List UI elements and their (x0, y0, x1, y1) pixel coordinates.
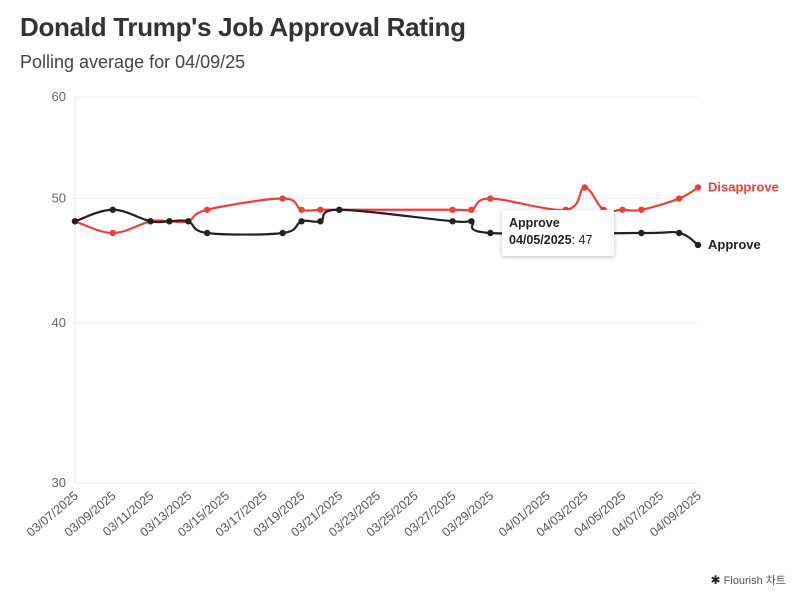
approve-point-03/20/2025[interactable] (317, 218, 324, 225)
y-axis: 60 50 40 30 (52, 89, 66, 490)
disapprove-point-03/19/2025[interactable] (298, 206, 305, 213)
y-tick-50: 50 (52, 191, 66, 206)
approve-point-03/07/2025[interactable] (71, 218, 79, 225)
disapprove-point-03/09/2025[interactable] (109, 229, 116, 237)
hover-tooltip: Approve 04/05/2025: 47 (502, 210, 614, 256)
approve-point-03/29/2025[interactable] (487, 229, 494, 237)
tooltip-value: 47 (578, 233, 593, 247)
disapprove-point-03/28/2025[interactable] (468, 206, 475, 213)
approve-point-04/08/2025[interactable] (675, 229, 683, 237)
chart-subtitle: Polling average for 04/09/25 (20, 52, 246, 72)
disapprove-point-04/09/2025[interactable] (694, 184, 702, 191)
approve-point-03/27/2025[interactable] (449, 218, 456, 225)
disapprove-point-03/18/2025[interactable] (279, 195, 286, 202)
y-tick-40: 40 (52, 315, 66, 330)
approve-point-03/13/2025[interactable] (185, 218, 192, 225)
grid-lines (74, 96, 698, 484)
credit-text: Flourish 차트 (723, 575, 786, 587)
approve-point-04/06/2025[interactable] (638, 229, 645, 237)
disapprove-point-04/08/2025[interactable] (675, 195, 683, 202)
disapprove-point-03/14/2025[interactable] (203, 206, 211, 213)
x-axis: 03/07/202503/09/202503/11/202503/13/2025… (24, 489, 704, 540)
chart-title: Donald Trump's Job Approval Rating (20, 12, 466, 42)
y-tick-60: 60 (52, 89, 66, 104)
flourish-credit[interactable]: ✱ Flourish 차트 (710, 572, 786, 588)
tooltip-series: Approve (509, 216, 560, 230)
approve-point-03/09/2025[interactable] (109, 206, 116, 213)
approve-point-04/09/2025[interactable] (694, 241, 702, 249)
approve-point-03/11/2025[interactable] (147, 218, 154, 225)
approve-point-03/18/2025[interactable] (279, 229, 286, 237)
approve-point-03/19/2025[interactable] (298, 218, 305, 225)
disapprove-point-03/27/2025[interactable] (449, 206, 456, 213)
series-labels: Disapprove Approve (708, 180, 779, 252)
disapprove-point-04/06/2025[interactable] (638, 206, 645, 213)
y-tick-30: 30 (52, 475, 66, 490)
disapprove-point-04/05/2025[interactable] (619, 206, 626, 213)
approve-point-03/21/2025[interactable] (336, 206, 343, 213)
approve-series-label: Approve (708, 237, 761, 252)
tooltip-date: 04/05/2025 (509, 233, 572, 247)
approve-point-03/12/2025[interactable] (166, 218, 173, 225)
disapprove-point-03/20/2025[interactable] (317, 206, 324, 213)
disapprove-point-04/03/2025[interactable] (581, 184, 588, 191)
disapprove-series-label: Disapprove (708, 180, 779, 195)
approve-point-03/28/2025[interactable] (468, 218, 475, 225)
approve-point-03/14/2025[interactable] (203, 229, 211, 237)
flourish-star-icon: ✱ (710, 573, 721, 587)
disapprove-point-03/29/2025[interactable] (487, 195, 494, 202)
